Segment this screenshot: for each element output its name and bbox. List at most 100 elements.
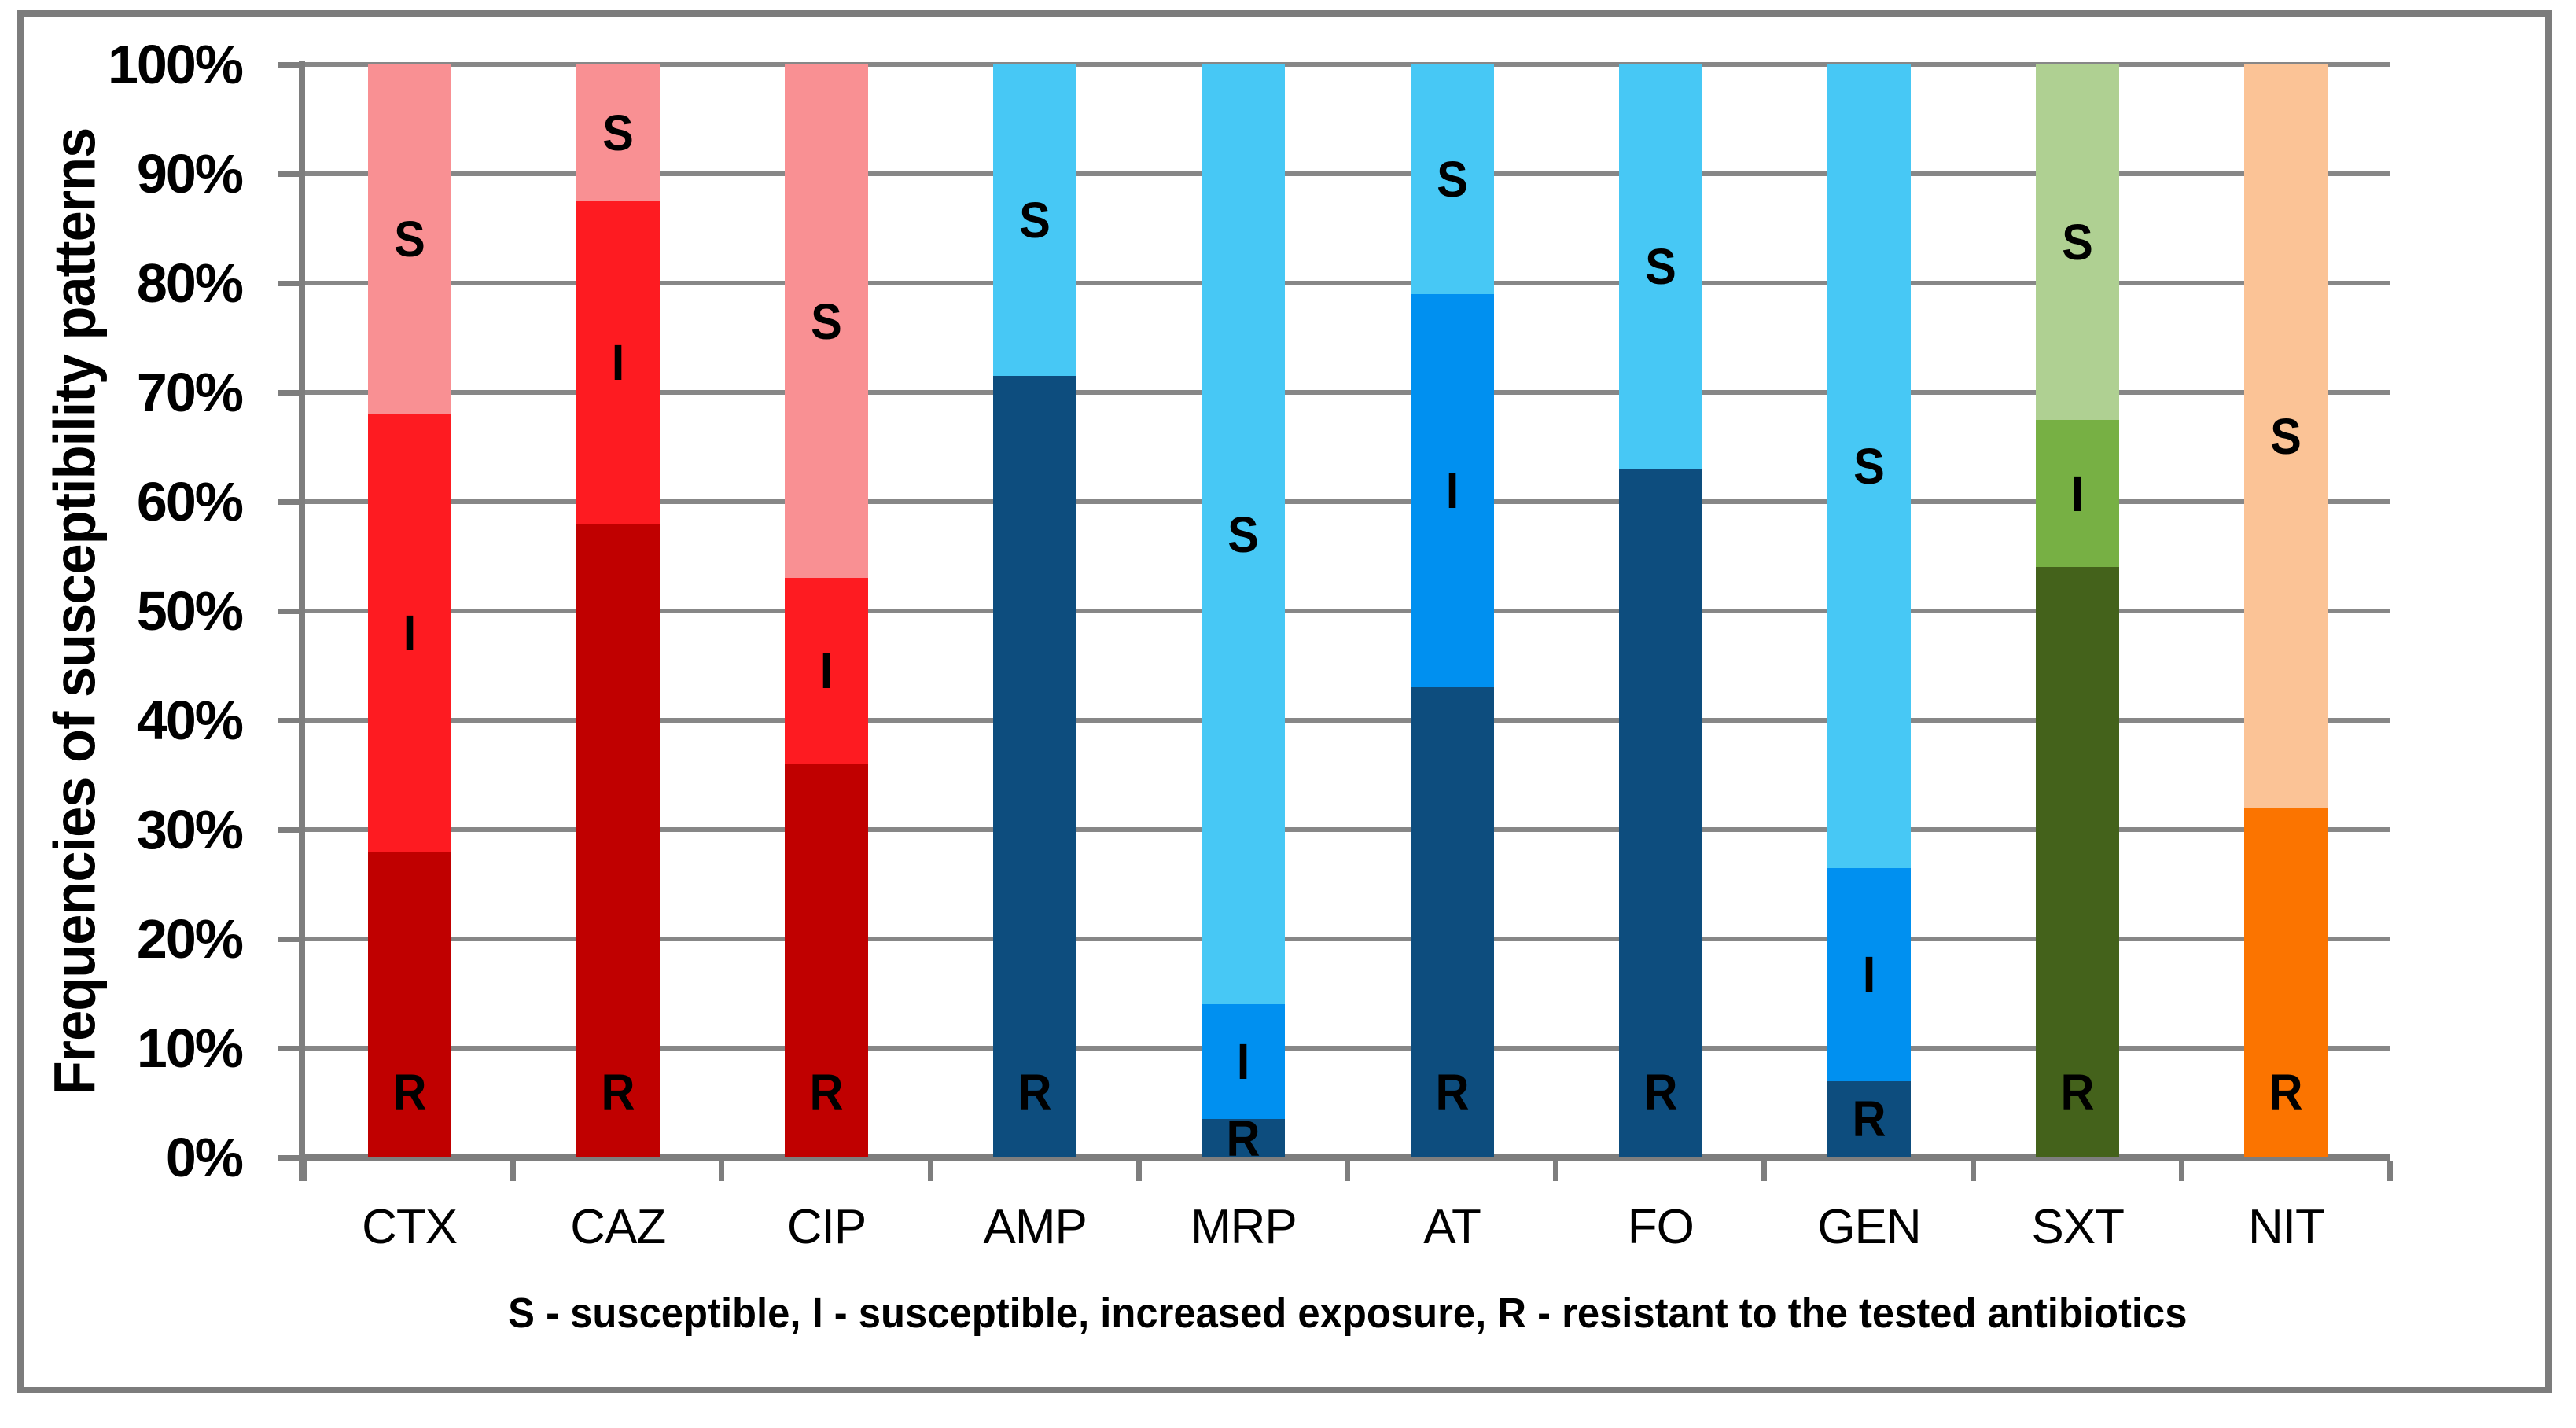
bar-segment-CAZ-S [576,64,660,201]
legend-note: S - susceptible, I - susceptible, increa… [305,1282,2390,1345]
category-label-NIT: NIT [2247,1200,2325,1254]
x-tick [1135,1161,1142,1181]
bar-segment-FO-R [1618,469,1702,1157]
y-tick-label: 10% [136,1018,244,1079]
bar-segment-label-GEN-S: S [1853,437,1885,495]
category-label-SXT: SXT [2031,1200,2125,1254]
bar-column-CIP: R I S [785,64,868,1157]
y-tick-label: 80% [136,252,244,314]
y-tick-label: 100% [107,34,244,95]
y-tick [278,390,300,396]
y-tick [278,171,300,177]
bar-column-CTX: R I S [367,64,451,1157]
bar-segment-NIT-R [2244,808,2328,1157]
bar-segment-CTX-I [367,414,451,852]
bar-segment-SXT-S [2036,64,2120,420]
legend-note-text: S - susceptible, I - susceptible, increa… [508,1290,2188,1337]
category-label-AMP: AMP [983,1200,1087,1254]
bar-segment-label-SXT-R: R [2060,1063,2095,1121]
gridline [302,390,2390,395]
x-tick [719,1161,725,1181]
bar-segment-GEN-R [1827,1080,1911,1157]
x-tick [2387,1161,2393,1181]
bar-segment-FO-S [1618,64,1702,469]
gridline [302,609,2390,613]
bar-segment-label-NIT-S: S [2270,407,2302,465]
category-label-GEN: GEN [1817,1200,1921,1254]
gridline [302,1046,2390,1051]
bar-segment-NIT-S [2244,64,2328,808]
gridline [302,281,2390,285]
bar-segment-AT-S [1410,64,1494,294]
bar-segment-label-CIP-S: S [811,293,842,350]
bar-segment-label-MRP-R: R [1226,1110,1260,1167]
bar-column-AT: R I S [1410,64,1494,1157]
bar-column-SXT: R I S [2036,64,2120,1157]
bar-segment-GEN-I [1827,867,1911,1081]
x-tick [2178,1161,2184,1181]
bar-segment-label-AMP-R: R [1018,1063,1052,1121]
y-axis-title: Frequencies of susceptibility patterns [16,64,134,1157]
x-tick [927,1161,933,1181]
bar-segment-AT-R [1410,687,1494,1157]
x-tick [510,1161,517,1181]
y-tick [278,609,300,614]
bar-segment-AT-I [1410,293,1494,688]
bar-segment-CIP-R [785,764,868,1157]
bar-segment-CTX-S [367,64,451,414]
bar-segment-label-NIT-R: R [2269,1063,2303,1121]
bar-segment-SXT-I [2036,419,2120,568]
bar-segment-label-MRP-I: I [1237,1033,1250,1091]
gridline [302,62,2390,67]
bar-segment-label-CIP-I: I [819,642,834,700]
bar-segment-CTX-R [367,851,451,1157]
bar-segment-label-SXT-I: I [2070,465,2085,522]
y-tick [278,281,300,286]
y-tick [278,1155,300,1161]
bar-segment-label-CAZ-I: I [611,333,625,391]
x-tick [1553,1161,1559,1181]
y-tick-label: 20% [136,908,244,970]
category-label-AT: AT [1423,1200,1481,1254]
bar-segment-AMP-R [993,376,1077,1157]
bar-segment-label-FO-R: R [1643,1063,1678,1121]
y-axis-title-text: Frequencies of susceptibility patterns [42,127,108,1095]
bar-segment-AMP-S [993,64,1077,377]
bar-segment-label-AMP-S: S [1019,192,1051,249]
bar-segment-label-CTX-R: R [392,1063,427,1121]
category-label-FO: FO [1627,1200,1695,1254]
bar-segment-MRP-S [1202,64,1286,1005]
bar-segment-CIP-S [785,64,868,579]
bar-segment-GEN-S [1827,64,1911,868]
y-tick-label: 60% [136,471,244,532]
bar-segment-label-CTX-I: I [403,604,416,661]
bar-segment-label-AT-I: I [1445,462,1459,520]
bar-segment-SXT-R [2036,567,2120,1157]
bar-segment-label-CIP-R: R [809,1063,844,1121]
bar-segment-label-CAZ-R: R [601,1063,635,1121]
y-tick-label: 0% [165,1127,244,1188]
y-tick [278,62,300,68]
category-label-CIP: CIP [786,1200,867,1254]
bar-segment-label-GEN-I: I [1862,946,1876,1003]
x-axis-line [302,1154,2390,1161]
bar-segment-label-AT-R: R [1435,1063,1470,1121]
y-tick-label: 90% [136,143,244,204]
y-tick-label: 50% [136,580,244,642]
bar-segment-label-SXT-S: S [2062,213,2094,271]
y-tick-label: 30% [136,799,244,860]
y-tick [278,718,300,723]
bar-column-GEN: R I S [1827,64,1911,1157]
bar-segment-label-GEN-R: R [1852,1091,1886,1148]
y-tick [278,937,300,942]
y-tick [278,1046,300,1051]
bar-segment-label-FO-S: S [1644,238,1676,296]
y-tick-label: 70% [136,362,244,423]
gridline [302,171,2390,176]
bar-segment-MRP-R [1202,1119,1286,1157]
